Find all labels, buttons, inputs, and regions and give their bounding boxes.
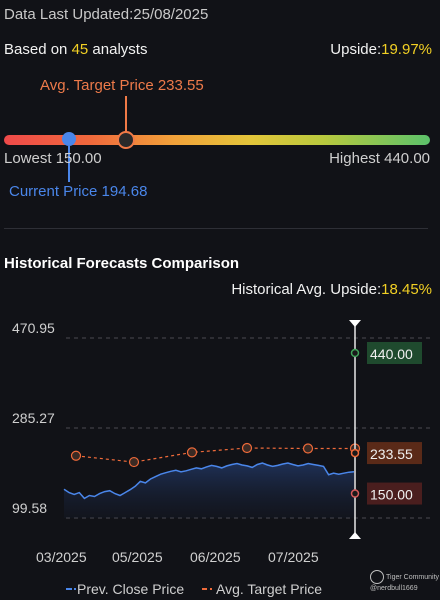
current-price-label: Current Price 194.68 (9, 183, 148, 200)
section-title: Historical Forecasts Comparison (4, 255, 240, 272)
close-price-area (64, 463, 354, 518)
watermark-brand: Tiger Community (386, 573, 440, 581)
based-on-prefix: Based on (4, 41, 72, 58)
watermark-user: @nerdbull1669 (370, 585, 418, 592)
current-price-marker (62, 132, 76, 146)
updated-label: Data Last Updated: (4, 6, 134, 23)
target-marker-box (367, 342, 422, 365)
historical-upside-value: 18.45% (381, 281, 432, 298)
y-tick-labels: 99.58 285.27 470.95 (12, 320, 55, 516)
target-point (70, 450, 82, 461)
tiger-logo-icon (370, 570, 384, 584)
avg-target-label: Avg. Target Price 233.55 (40, 77, 204, 94)
upside-label: Upside: (330, 41, 382, 58)
target-marker-dot (350, 348, 360, 358)
price-range-bar (4, 135, 430, 145)
x-tick-labels: 03/2025 05/2025 06/2025 07/2025 (36, 549, 319, 565)
x-tick-label: 03/2025 (36, 549, 87, 565)
x-tick-label: 05/2025 (112, 549, 163, 565)
legend-target-label: Avg. Target Price (216, 581, 322, 597)
close-price-line (63, 462, 355, 500)
x-tick-label: 06/2025 (190, 549, 241, 565)
price-area (64, 463, 354, 518)
target-price-line (75, 447, 355, 463)
close-price-series (63, 462, 355, 500)
lowest-label: Lowest 150.00 (4, 150, 102, 167)
historical-upside-label: Historical Avg. Upside: (231, 281, 382, 298)
forecast-chart: 99.58 285.27 470.95 440.00 233.55 150.00 03/… (12, 320, 430, 597)
y-tick-label: 470.95 (12, 320, 55, 336)
section-divider (4, 228, 428, 229)
chart-legend: Prev. Close Price Avg. Target Price (66, 581, 322, 597)
y-tick-label: 285.27 (12, 410, 55, 426)
current-price-stem (68, 146, 70, 182)
arrow-top-icon (349, 320, 361, 327)
target-point (128, 456, 140, 468)
target-markers: 440.00 233.55 150.00 (350, 342, 422, 505)
analyst-count-text: Based on 45 analysts (4, 41, 147, 58)
target-marker-dot (350, 489, 360, 498)
watermark: Tiger Community @nerdbull1669 (370, 570, 439, 593)
legend-close-label: Prev. Close Price (77, 581, 184, 597)
upside-text: Upside:19.97% (330, 41, 432, 58)
analyst-count: 45 (71, 41, 89, 58)
y-tick-label: 99.58 (12, 500, 47, 516)
updated-date: 25/08/2025 (133, 6, 209, 23)
target-marker-dot (350, 448, 360, 458)
target-price-series (70, 442, 361, 468)
forecast-vertical-line (349, 320, 361, 539)
target-point (186, 447, 198, 458)
target-marker-box (367, 442, 422, 465)
based-on-suffix: analysts (88, 41, 148, 58)
data-updated-text: Data Last Updated:25/08/2025 (4, 6, 208, 23)
target-marker-box (367, 482, 422, 505)
avg-target-marker (117, 131, 135, 149)
target-point (241, 442, 253, 454)
x-tick-label: 07/2025 (268, 549, 319, 565)
highest-label: Highest 440.00 (329, 150, 430, 167)
avg-target-stem (125, 96, 127, 132)
target-marker-label: 150.00 (370, 487, 413, 503)
upside-value: 19.97% (381, 41, 432, 58)
target-marker-label: 440.00 (370, 346, 413, 362)
arrow-bottom-icon (349, 532, 361, 539)
historical-upside-text: Historical Avg. Upside:18.45% (231, 281, 432, 298)
target-marker-label: 233.55 (370, 446, 413, 462)
target-point (302, 443, 314, 454)
